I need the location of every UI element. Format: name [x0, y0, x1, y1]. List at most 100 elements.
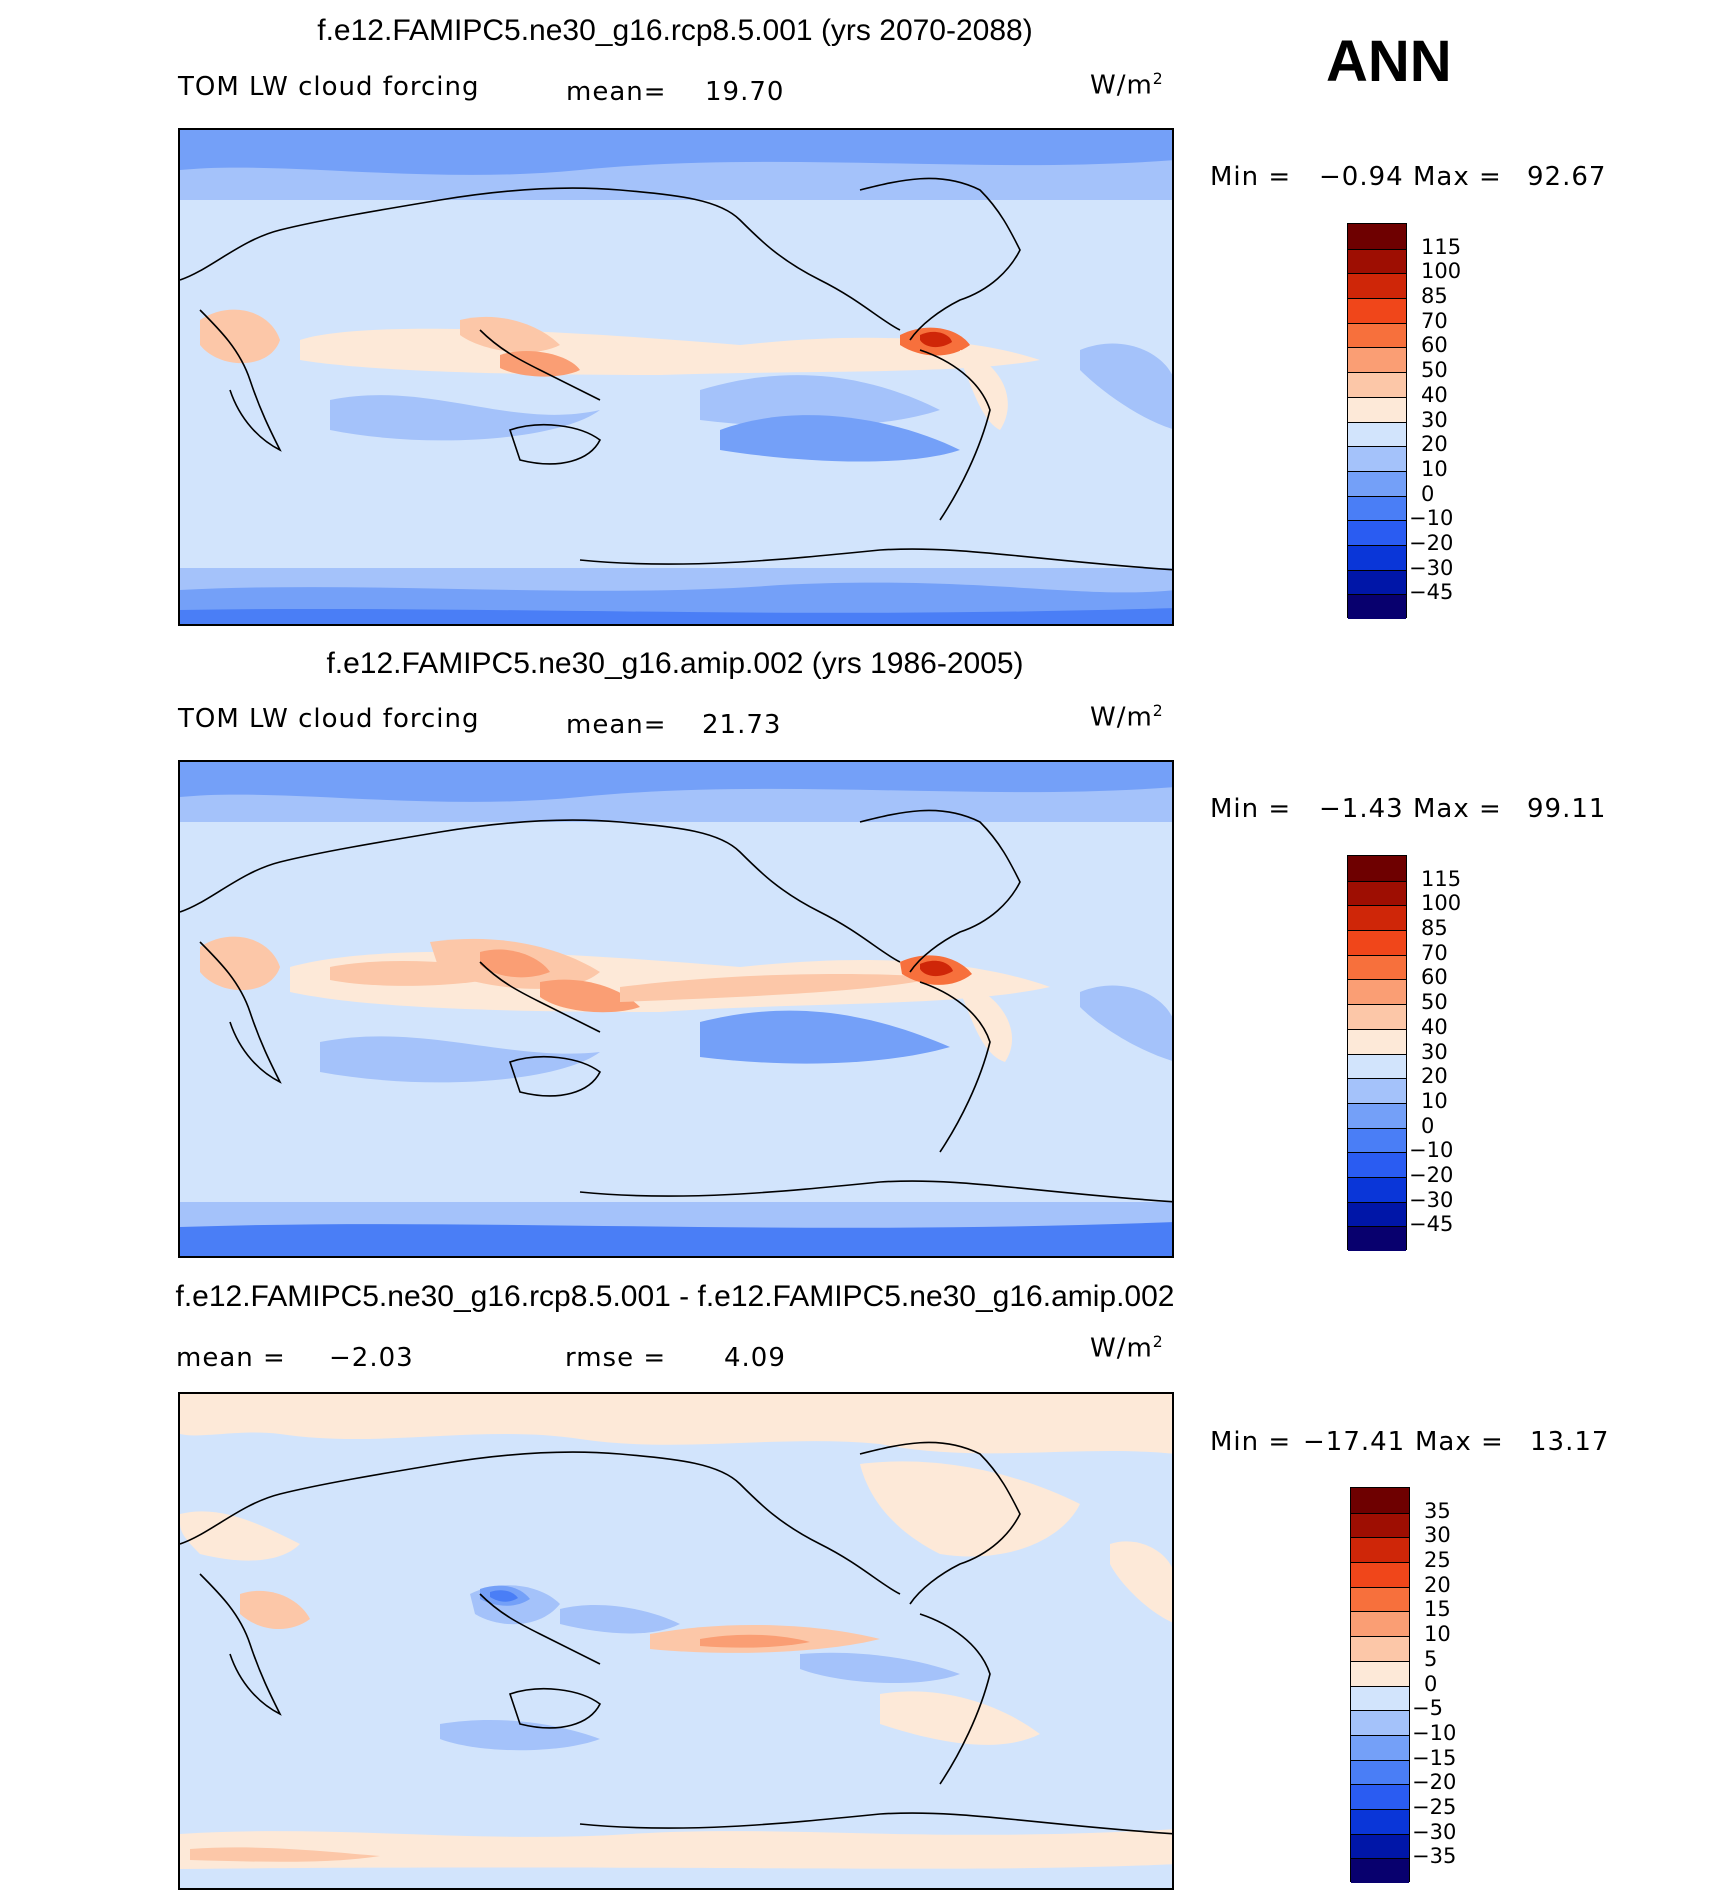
- colorbar-segment: [1348, 421, 1406, 447]
- colorbar-tick-label: 5: [1424, 1646, 1438, 1671]
- colorbar-tick-label: 15: [1424, 1597, 1451, 1622]
- colorbar-segment: [1351, 1562, 1409, 1587]
- colorbar-tick-label: −30: [1409, 1187, 1454, 1212]
- panel-2-colorbar: [1347, 855, 1407, 1251]
- colorbar-segment: [1351, 1512, 1409, 1538]
- colorbar-segment: [1348, 594, 1406, 619]
- colorbar-tick-label: −30: [1409, 555, 1454, 580]
- panel-3-mean-value: −2.03: [329, 1343, 414, 1373]
- colorbar-segment: [1348, 470, 1406, 496]
- colorbar-tick-label: 0: [1421, 1113, 1435, 1138]
- colorbar-tick-label: 40: [1421, 1014, 1448, 1039]
- panel-1-map: [178, 128, 1174, 626]
- colorbar-segment: [1348, 446, 1406, 471]
- panel-2-title: f.e12.FAMIPC5.ne30_g16.amip.002 (yrs 198…: [326, 647, 1024, 680]
- colorbar-segment: [1348, 372, 1406, 397]
- colorbar-segment: [1348, 544, 1406, 570]
- colorbar-tick-label: 40: [1421, 382, 1448, 407]
- colorbar-tick-label: 10: [1421, 456, 1448, 481]
- panel-1-max-label: Max =: [1413, 162, 1502, 192]
- colorbar-segment: [1348, 1078, 1406, 1103]
- colorbar-tick-label: −45: [1409, 580, 1454, 605]
- colorbar-segment: [1348, 248, 1406, 274]
- colorbar-segment: [1348, 495, 1406, 521]
- colorbar-segment: [1348, 1201, 1406, 1227]
- colorbar-tick-label: 20: [1421, 432, 1448, 457]
- panel-3-map-svg: [180, 1394, 1172, 1888]
- panel-1-max-value: 92.67: [1527, 162, 1607, 192]
- panel-1-mean-value: 19.70: [705, 77, 785, 107]
- colorbar-segment: [1348, 880, 1406, 906]
- panel-1-min-label: Min =: [1210, 162, 1292, 192]
- panel-2-map: [178, 760, 1174, 1258]
- panel-1-title: f.e12.FAMIPC5.ne30_g16.rcp8.5.001 (yrs 2…: [317, 14, 1033, 47]
- colorbar-segment: [1348, 298, 1406, 323]
- colorbar-segment: [1348, 1226, 1406, 1251]
- colorbar-segment: [1351, 1833, 1409, 1859]
- panel-2-units: W/m2: [1090, 702, 1164, 733]
- panel-1-variable: TOM LW cloud forcing: [178, 72, 480, 102]
- panel-2-variable: TOM LW cloud forcing: [178, 704, 480, 734]
- colorbar-tick-label: 20: [1424, 1572, 1451, 1597]
- panel-1-colorbar: [1347, 223, 1407, 619]
- colorbar-tick-label: 0: [1424, 1671, 1438, 1696]
- colorbar-tick-label: −10: [1409, 1138, 1454, 1163]
- colorbar-segment: [1348, 856, 1406, 881]
- colorbar-tick-label: 50: [1421, 358, 1448, 383]
- colorbar-segment: [1348, 905, 1406, 931]
- colorbar-segment: [1351, 1586, 1409, 1612]
- panel-2-min-label: Min =: [1210, 794, 1292, 824]
- panel-3-min-value: −17.41: [1303, 1427, 1406, 1457]
- colorbar-segment: [1348, 569, 1406, 595]
- panel-2-max-value: 99.11: [1527, 794, 1607, 824]
- panel-2-min-value: −1.43: [1319, 794, 1404, 824]
- panel-2-mean-value: 21.73: [702, 710, 782, 740]
- panel-3-rmse-label: rmse =: [565, 1343, 667, 1373]
- colorbar-tick-label: 100: [1421, 259, 1462, 284]
- colorbar-tick-label: −5: [1412, 1696, 1443, 1721]
- panel-1-map-svg: [180, 130, 1172, 624]
- panel-3-units: W/m2: [1090, 1333, 1164, 1364]
- colorbar-segment: [1348, 1176, 1406, 1202]
- panel-3-rmse-value: 4.09: [724, 1343, 786, 1373]
- colorbar-segment: [1351, 1858, 1409, 1883]
- colorbar-segment: [1351, 1759, 1409, 1785]
- panel-3-max-value: 13.17: [1530, 1427, 1610, 1457]
- colorbar-tick-label: −25: [1412, 1794, 1457, 1819]
- colorbar-segment: [1348, 1053, 1406, 1079]
- colorbar-tick-label: −15: [1412, 1745, 1457, 1770]
- colorbar-segment: [1351, 1784, 1409, 1809]
- colorbar-segment: [1348, 954, 1406, 980]
- colorbar-segment: [1348, 1127, 1406, 1153]
- season-label: ANN: [1326, 29, 1452, 94]
- colorbar-segment: [1348, 347, 1406, 373]
- panel-3-min-label: Min =: [1210, 1427, 1292, 1457]
- colorbar-tick-label: −10: [1412, 1720, 1457, 1745]
- colorbar-segment: [1348, 1102, 1406, 1128]
- colorbar-segment: [1348, 520, 1406, 545]
- panel-3-max-label: Max =: [1415, 1427, 1504, 1457]
- colorbar-tick-label: −20: [1409, 1162, 1454, 1187]
- colorbar-tick-label: −45: [1409, 1212, 1454, 1237]
- colorbar-tick-label: 60: [1421, 965, 1448, 990]
- colorbar-tick-label: 30: [1421, 1039, 1448, 1064]
- panel-2-mean-label: mean=: [566, 710, 667, 740]
- colorbar-tick-label: −10: [1409, 506, 1454, 531]
- panel-3-title: f.e12.FAMIPC5.ne30_g16.rcp8.5.001 - f.e1…: [175, 1280, 1175, 1313]
- panel-3-colorbar: [1350, 1487, 1410, 1883]
- colorbar-segment: [1351, 1611, 1409, 1637]
- colorbar-segment: [1348, 322, 1406, 348]
- colorbar-tick-label: 85: [1421, 284, 1448, 309]
- colorbar-tick-label: 25: [1424, 1548, 1451, 1573]
- colorbar-tick-label: 35: [1424, 1498, 1451, 1523]
- colorbar-segment: [1348, 930, 1406, 955]
- panel-3-map: [178, 1392, 1174, 1890]
- colorbar-tick-label: 50: [1421, 990, 1448, 1015]
- colorbar-segment: [1348, 273, 1406, 299]
- colorbar-tick-label: 60: [1421, 333, 1448, 358]
- colorbar-tick-label: 0: [1421, 481, 1435, 506]
- colorbar-tick-label: 10: [1424, 1622, 1451, 1647]
- colorbar-tick-label: 115: [1421, 234, 1462, 259]
- colorbar-tick-label: 30: [1424, 1523, 1451, 1548]
- colorbar-tick-label: −30: [1412, 1819, 1457, 1844]
